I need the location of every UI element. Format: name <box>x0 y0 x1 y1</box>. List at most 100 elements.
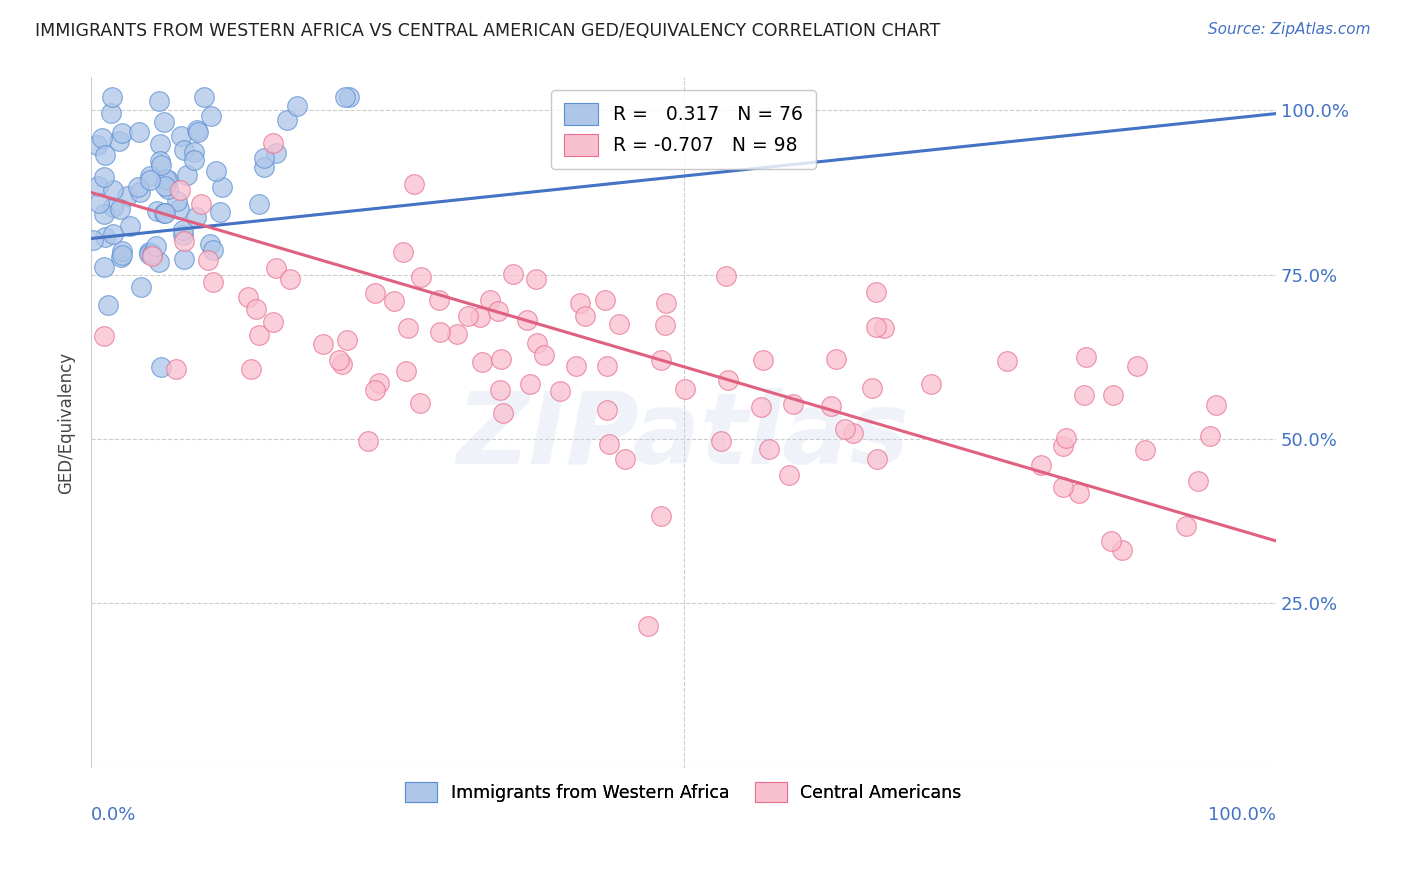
Point <box>782 397 804 411</box>
Point <box>165 361 187 376</box>
Point <box>1102 388 1125 402</box>
Point <box>138 247 160 261</box>
Point <box>533 348 555 362</box>
Point <box>93 329 115 343</box>
Point <box>93 170 115 185</box>
Point <box>200 236 222 251</box>
Point <box>183 153 205 168</box>
Point <box>128 125 150 139</box>
Point <box>149 359 172 374</box>
Point <box>187 126 209 140</box>
Point <box>183 145 205 160</box>
Point <box>335 90 357 104</box>
Point <box>87 179 110 194</box>
Point <box>101 90 124 104</box>
Point <box>749 401 772 415</box>
Point <box>429 326 451 340</box>
Point <box>139 169 162 184</box>
Point <box>186 210 208 224</box>
Point <box>478 293 501 307</box>
Point <box>276 112 298 127</box>
Point <box>607 317 630 331</box>
Point <box>150 158 173 172</box>
Point <box>396 321 419 335</box>
Point <box>471 355 494 369</box>
Point <box>865 319 887 334</box>
Point <box>264 260 287 275</box>
Point <box>157 173 180 187</box>
Point <box>101 200 124 214</box>
Point <box>115 188 138 202</box>
Point <box>364 384 387 398</box>
Point <box>145 238 167 252</box>
Point <box>118 219 141 233</box>
Point <box>103 227 125 242</box>
Point <box>236 290 259 304</box>
Point <box>673 382 696 396</box>
Point <box>170 129 193 144</box>
Point <box>101 183 124 197</box>
Point <box>110 250 132 264</box>
Point <box>211 179 233 194</box>
Point <box>97 298 120 312</box>
Point <box>395 363 418 377</box>
Point <box>714 268 737 283</box>
Point <box>1187 475 1209 489</box>
Point <box>565 359 588 373</box>
Point <box>173 252 195 267</box>
Point <box>141 249 163 263</box>
Point <box>1175 519 1198 533</box>
Point <box>149 154 172 169</box>
Point <box>155 178 177 193</box>
Point <box>129 280 152 294</box>
Point <box>654 296 676 310</box>
Point <box>526 336 548 351</box>
Point <box>173 234 195 248</box>
Point <box>468 310 491 325</box>
Point <box>141 246 163 260</box>
Point <box>457 309 479 323</box>
Point <box>148 254 170 268</box>
Point <box>240 362 263 376</box>
Point <box>834 422 856 436</box>
Point <box>108 202 131 217</box>
Point <box>335 333 357 347</box>
Point <box>285 99 308 113</box>
Point <box>93 207 115 221</box>
Point <box>107 134 129 148</box>
Point <box>710 434 733 448</box>
Point <box>155 172 177 186</box>
Point <box>1052 480 1074 494</box>
Point <box>1125 359 1147 374</box>
Point <box>596 403 619 417</box>
Point <box>93 260 115 275</box>
Point <box>404 178 426 192</box>
Point <box>548 384 571 399</box>
Point <box>752 353 775 368</box>
Point <box>186 123 208 137</box>
Point <box>1054 432 1077 446</box>
Point <box>1074 350 1097 364</box>
Point <box>94 148 117 162</box>
Point <box>384 294 406 309</box>
Text: 0.0%: 0.0% <box>91 805 136 823</box>
Point <box>262 315 284 329</box>
Point <box>1099 534 1122 549</box>
Point <box>111 127 134 141</box>
Point <box>312 336 335 351</box>
Point <box>172 227 194 242</box>
Point <box>148 94 170 108</box>
Point <box>446 326 468 341</box>
Point <box>593 293 616 307</box>
Point <box>208 204 231 219</box>
Point <box>411 269 433 284</box>
Point <box>1133 442 1156 457</box>
Point <box>492 406 515 420</box>
Point <box>778 467 800 482</box>
Point <box>820 399 842 413</box>
Point <box>82 233 104 247</box>
Point <box>100 106 122 120</box>
Point <box>157 182 180 196</box>
Point <box>247 197 270 211</box>
Point <box>264 145 287 160</box>
